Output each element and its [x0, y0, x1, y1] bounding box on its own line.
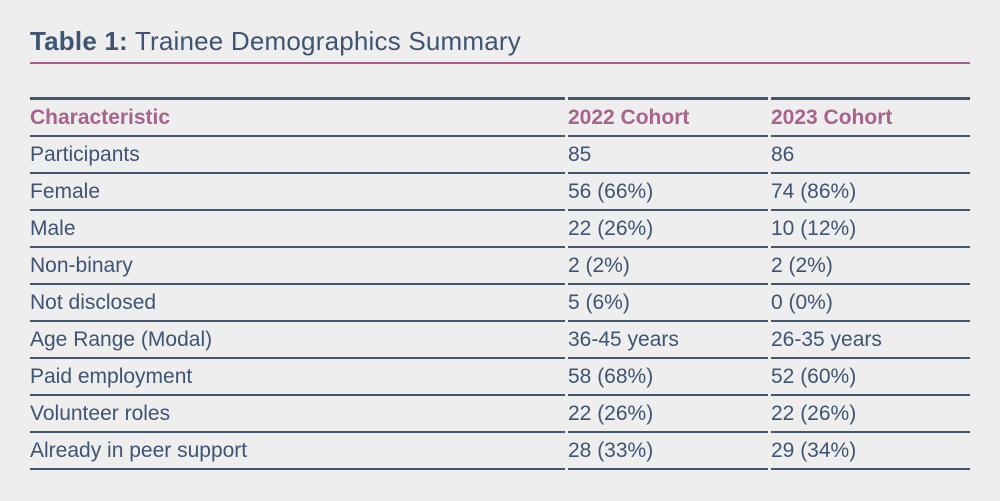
cell-2022-value: 22 (26%): [568, 396, 768, 433]
cell-2022-value: 36-45 years: [568, 322, 768, 359]
cell-characteristic: Paid employment: [30, 359, 565, 396]
cell-2022-value: 5 (6%): [568, 285, 768, 322]
column-header-2023-cohort: 2023 Cohort: [771, 97, 970, 137]
table-body: Participants 85 86 Female 56 (66%) 74 (8…: [30, 137, 970, 470]
cell-2023-value: 26-35 years: [771, 322, 970, 359]
cell-characteristic: Non-binary: [30, 248, 565, 285]
cell-2023-value: 10 (12%): [771, 211, 970, 248]
column-header-characteristic: Characteristic: [30, 97, 565, 137]
table-row-not-disclosed: Not disclosed 5 (6%) 0 (0%): [30, 285, 970, 322]
cell-2023-value: 0 (0%): [771, 285, 970, 322]
caption-underline: [30, 62, 970, 64]
cell-2022-value: 85: [568, 137, 768, 174]
cell-2023-value: 52 (60%): [771, 359, 970, 396]
cell-2023-value: 2 (2%): [771, 248, 970, 285]
cell-2023-value: 74 (86%): [771, 174, 970, 211]
table-row-already-in-peer-support: Already in peer support 28 (33%) 29 (34%…: [30, 433, 970, 470]
cell-characteristic: Male: [30, 211, 565, 248]
table-row-age-range: Age Range (Modal) 36-45 years 26-35 year…: [30, 322, 970, 359]
table-row-paid-employment: Paid employment 58 (68%) 52 (60%): [30, 359, 970, 396]
column-header-2022-cohort: 2022 Cohort: [568, 97, 768, 137]
table-row-non-binary: Non-binary 2 (2%) 2 (2%): [30, 248, 970, 285]
table-header: Characteristic 2022 Cohort 2023 Cohort: [30, 97, 970, 137]
cell-2022-value: 56 (66%): [568, 174, 768, 211]
cell-characteristic: Age Range (Modal): [30, 322, 565, 359]
table-row-male: Male 22 (26%) 10 (12%): [30, 211, 970, 248]
cell-characteristic: Already in peer support: [30, 433, 565, 470]
cell-characteristic: Participants: [30, 137, 565, 174]
cell-characteristic: Not disclosed: [30, 285, 565, 322]
cell-2022-value: 2 (2%): [568, 248, 768, 285]
table-caption-label: Table 1:: [30, 26, 128, 56]
cell-2022-value: 22 (26%): [568, 211, 768, 248]
table-header-row: Characteristic 2022 Cohort 2023 Cohort: [30, 97, 970, 137]
cell-2023-value: 22 (26%): [771, 396, 970, 433]
table-row-female: Female 56 (66%) 74 (86%): [30, 174, 970, 211]
cell-characteristic: Female: [30, 174, 565, 211]
table-caption-title: Trainee Demographics Summary: [127, 26, 521, 56]
cell-2023-value: 29 (34%): [771, 433, 970, 470]
table-caption: Table 1: Trainee Demographics Summary: [30, 26, 970, 56]
demographics-table: Characteristic 2022 Cohort 2023 Cohort P…: [27, 97, 973, 470]
table-row-participants: Participants 85 86: [30, 137, 970, 174]
cell-2022-value: 28 (33%): [568, 433, 768, 470]
cell-2023-value: 86: [771, 137, 970, 174]
cell-characteristic: Volunteer roles: [30, 396, 565, 433]
cell-2022-value: 58 (68%): [568, 359, 768, 396]
table-row-volunteer-roles: Volunteer roles 22 (26%) 22 (26%): [30, 396, 970, 433]
